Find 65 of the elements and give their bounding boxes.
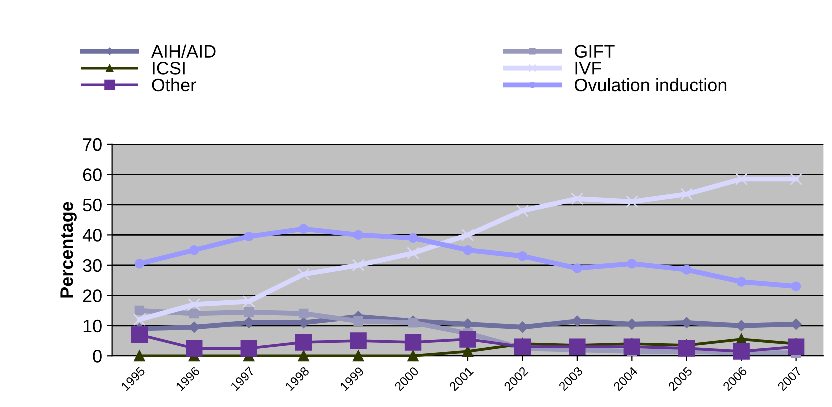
point	[188, 298, 201, 311]
point	[791, 282, 802, 292]
point	[240, 340, 258, 357]
point	[460, 331, 476, 348]
legend-label: IVF	[576, 62, 602, 75]
point	[736, 277, 746, 287]
y-tick-label: 60	[83, 168, 102, 182]
point	[190, 308, 200, 319]
point	[298, 308, 309, 319]
y-tick-label: 70	[83, 138, 102, 152]
point	[134, 259, 145, 269]
point	[134, 350, 146, 362]
point	[186, 340, 203, 357]
point	[190, 245, 200, 256]
point	[788, 338, 805, 356]
point	[624, 338, 640, 356]
point	[298, 350, 310, 362]
y-tick-label: 50	[83, 198, 102, 212]
y-tick-label: 30	[83, 259, 102, 272]
point	[790, 173, 803, 186]
point	[407, 247, 420, 260]
point	[569, 338, 586, 356]
point	[572, 264, 582, 274]
legend-label: Other	[152, 78, 196, 92]
point	[680, 188, 694, 201]
legend-label: AIH/AID	[151, 44, 216, 58]
point	[354, 230, 364, 240]
point	[627, 259, 638, 269]
point	[571, 192, 584, 206]
point	[462, 228, 474, 242]
y-tick-label: 20	[83, 290, 102, 302]
point	[244, 232, 254, 242]
point	[463, 245, 473, 256]
point	[352, 259, 365, 272]
y-tick-label: 0	[93, 350, 102, 363]
point	[133, 314, 146, 326]
point	[514, 338, 532, 356]
point	[242, 295, 256, 308]
point	[296, 334, 312, 351]
point	[678, 340, 696, 357]
point	[298, 224, 309, 234]
point	[131, 326, 148, 344]
point	[354, 316, 364, 326]
point	[298, 268, 310, 281]
point	[735, 173, 748, 186]
point	[462, 346, 474, 358]
y-tick-label: 10	[84, 320, 102, 333]
legend-label: GIFT	[575, 45, 615, 58]
point	[244, 307, 254, 318]
legend-label: Ovulation induction	[574, 78, 727, 92]
point	[353, 350, 364, 362]
point	[518, 251, 528, 262]
legend-label: ICSI	[153, 62, 185, 75]
y-tick-label: 40	[82, 229, 102, 242]
y-axis-title: Percentage	[60, 202, 77, 298]
point	[408, 318, 418, 328]
point	[408, 233, 418, 244]
point	[733, 343, 750, 360]
point	[350, 332, 367, 350]
point	[408, 350, 419, 362]
point	[134, 306, 145, 316]
point	[682, 265, 692, 275]
point	[404, 334, 422, 351]
point	[626, 196, 638, 208]
point	[516, 204, 529, 218]
